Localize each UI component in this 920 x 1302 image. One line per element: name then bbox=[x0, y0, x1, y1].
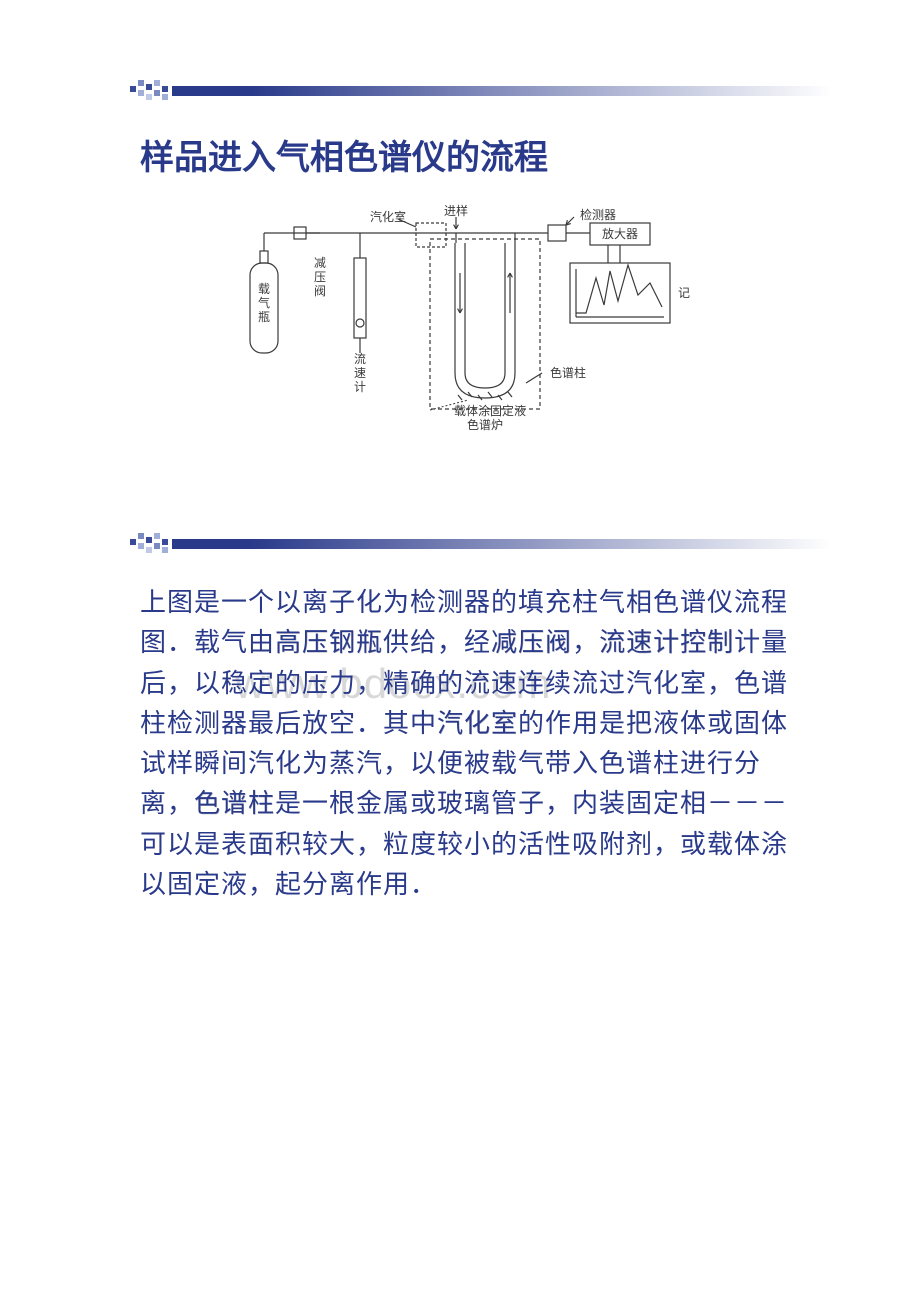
emphasized-term: 减压阀 bbox=[491, 628, 572, 657]
header-decor bbox=[130, 533, 820, 553]
slide-1: 样品进入气相色谱仪的流程 载气瓶 减压阀流速计 汽化室 进样色谱炉 色谱柱载体涂固定液 检… bbox=[100, 80, 820, 453]
emphasized-term: 高压钢瓶 bbox=[275, 628, 383, 657]
gradient-bar bbox=[172, 539, 832, 549]
svg-text:速: 速 bbox=[354, 366, 366, 380]
document-page: 样品进入气相色谱仪的流程 载气瓶减压阀流速计汽化室进样色谱炉色谱柱载体涂固定液检… bbox=[0, 0, 920, 1302]
svg-text:瓶: 瓶 bbox=[258, 310, 270, 324]
gradient-bar bbox=[172, 86, 832, 96]
svg-text:计: 计 bbox=[354, 380, 366, 394]
slide-2: 上图是一个以离子化为检测器的填充柱气相色谱仪流程图．载气由高压钢瓶供给，经减压阀… bbox=[100, 533, 820, 905]
emphasized-term: 色谱柱 bbox=[194, 789, 275, 818]
svg-text:进样: 进样 bbox=[444, 203, 468, 218]
svg-text:色谱柱: 色谱柱 bbox=[550, 365, 586, 380]
svg-text:气: 气 bbox=[258, 295, 270, 310]
svg-text:阀: 阀 bbox=[314, 284, 326, 298]
svg-text:色谱炉: 色谱炉 bbox=[467, 418, 503, 432]
slide-body-text: 上图是一个以离子化为检测器的填充柱气相色谱仪流程图．载气由高压钢瓶供给，经减压阀… bbox=[100, 583, 820, 905]
header-decor bbox=[130, 80, 820, 100]
emphasized-term: 汽化室 bbox=[437, 709, 518, 738]
svg-text:放大器: 放大器 bbox=[602, 226, 638, 241]
svg-text:载体涂固定液: 载体涂固定液 bbox=[454, 403, 526, 418]
body-text-segment: ， bbox=[572, 628, 599, 657]
gc-flow-diagram: 载气瓶 减压阀流速计 汽化室 进样色谱炉 色谱柱载体涂固定液 检测器放大器记录器 bbox=[230, 203, 690, 453]
slide-title: 样品进入气相色谱仪的流程 bbox=[140, 130, 820, 179]
body-text-segment: 供给，经 bbox=[383, 628, 491, 657]
emphasized-term: 流速计控制 bbox=[599, 628, 734, 657]
svg-text:汽化室: 汽化室 bbox=[370, 209, 406, 224]
svg-text:检测器: 检测器 bbox=[580, 207, 616, 222]
svg-text:减: 减 bbox=[314, 256, 326, 270]
svg-text:载: 载 bbox=[258, 282, 270, 296]
svg-text:记录器: 记录器 bbox=[678, 286, 690, 300]
diagram-container: 载气瓶 减压阀流速计 汽化室 进样色谱炉 色谱柱载体涂固定液 检测器放大器记录器 bbox=[100, 203, 820, 453]
svg-text:压: 压 bbox=[314, 270, 326, 284]
svg-text:流: 流 bbox=[354, 352, 366, 366]
